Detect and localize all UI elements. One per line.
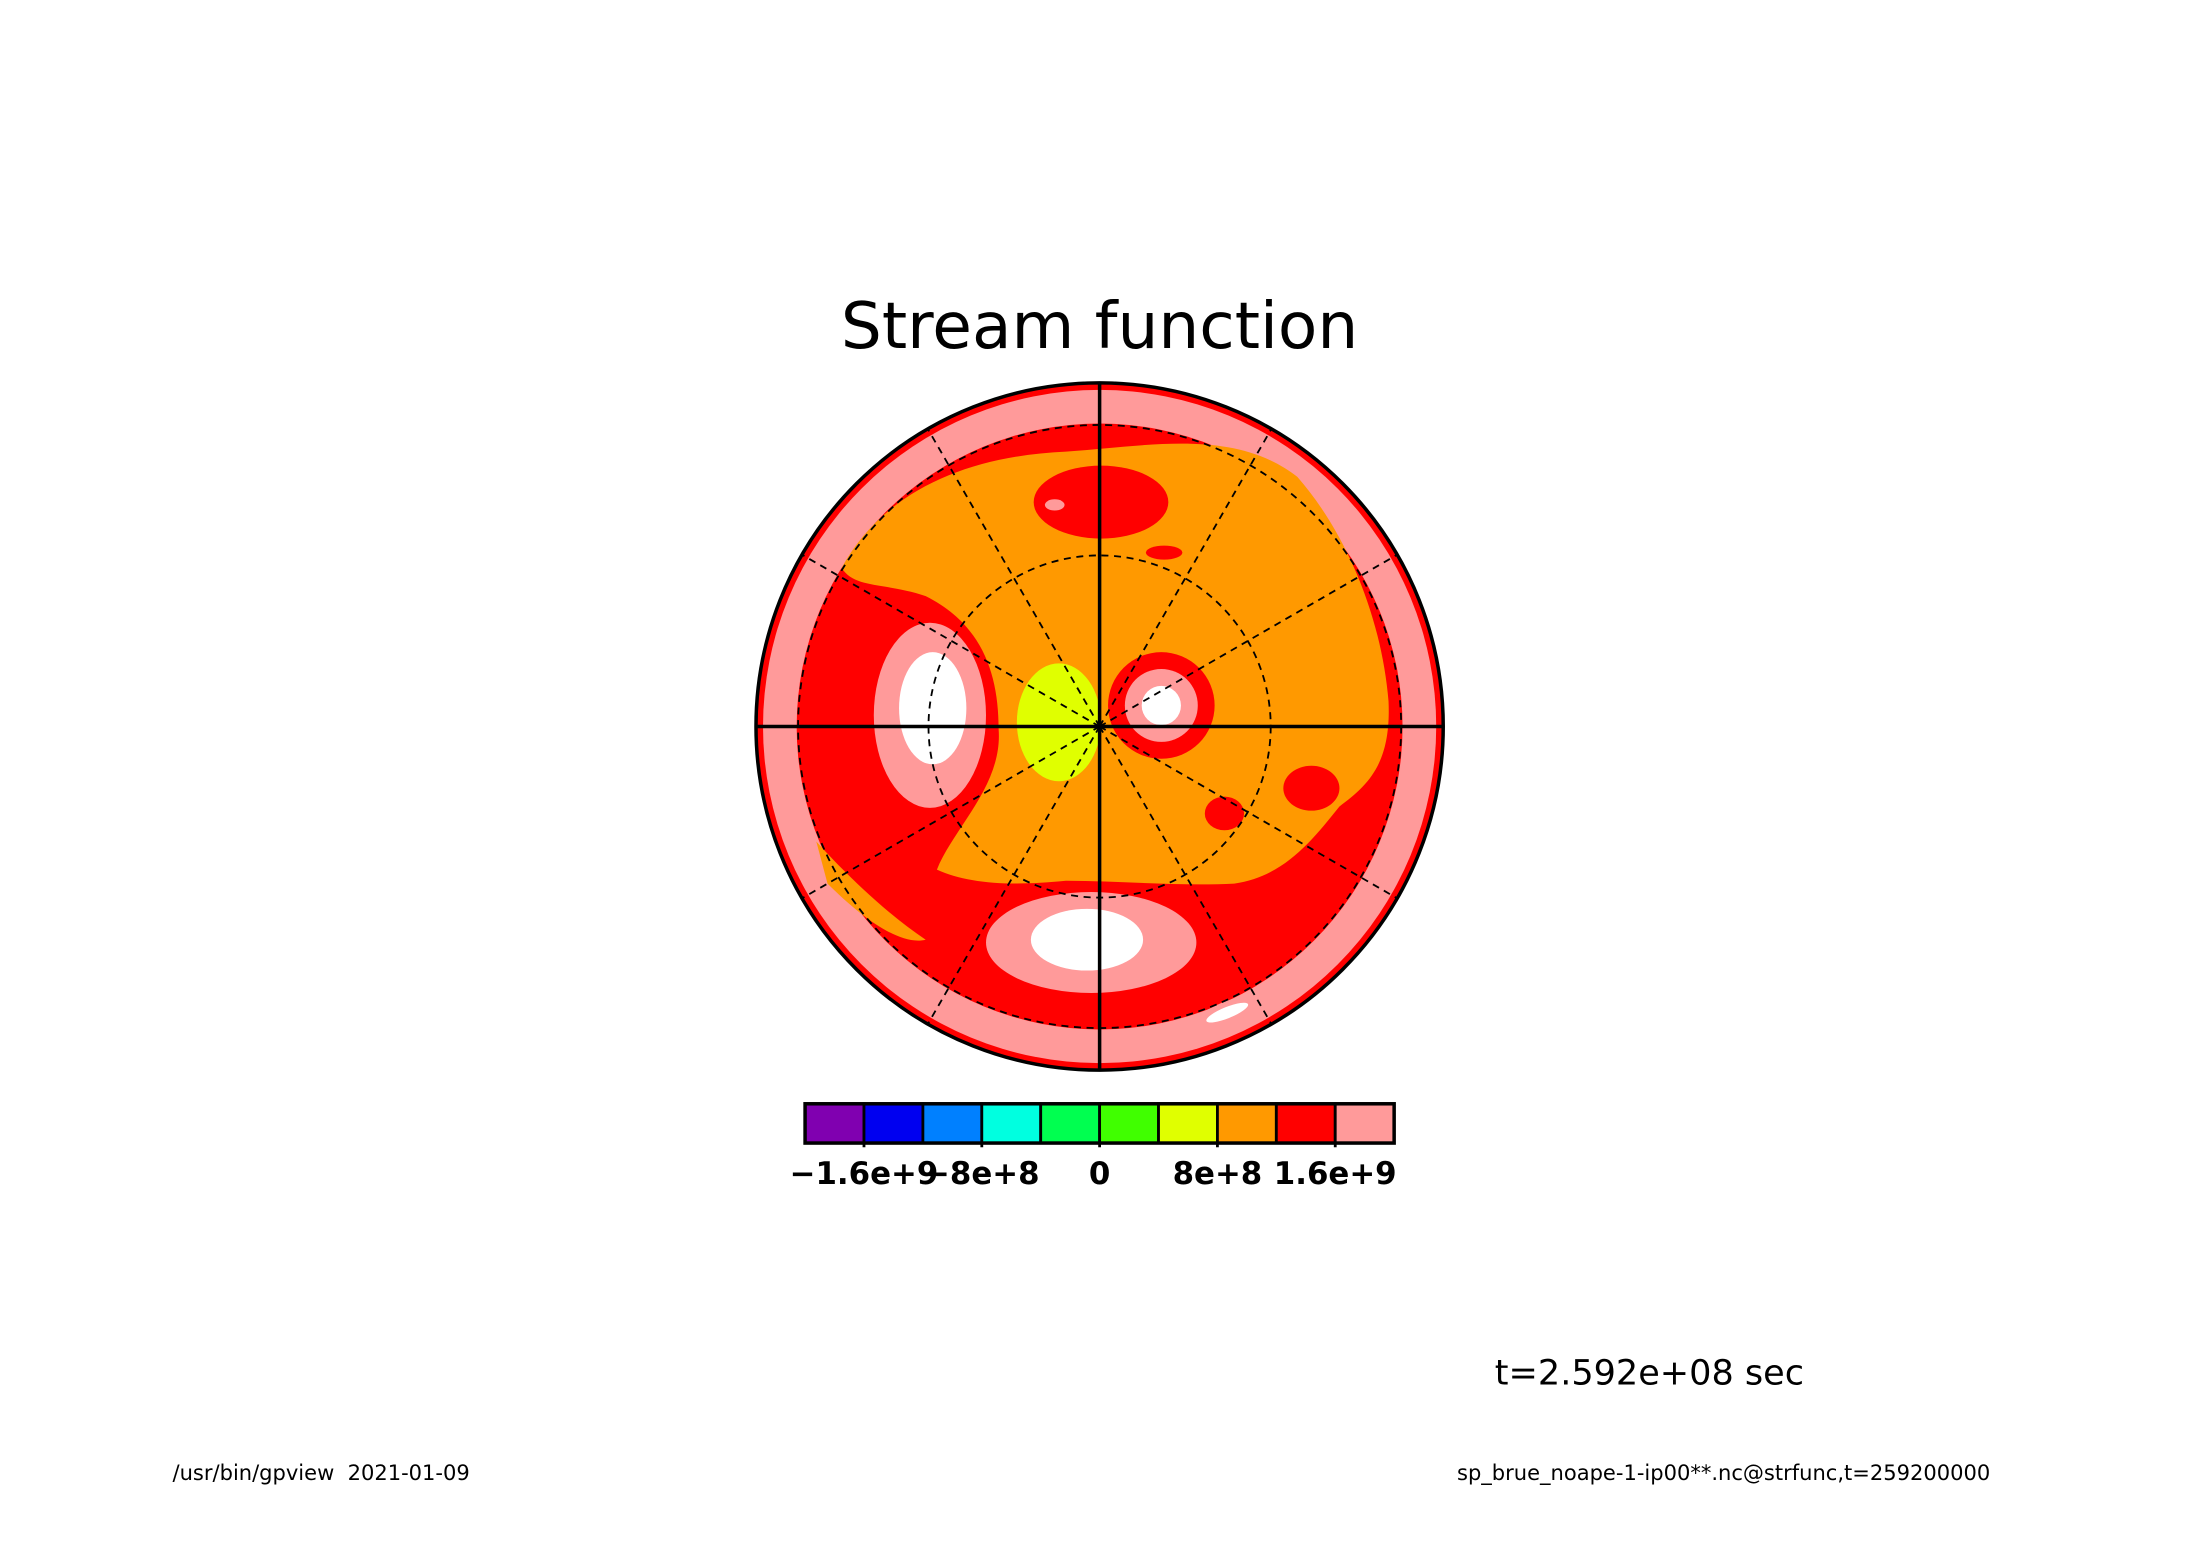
meridian — [1099, 553, 1398, 728]
meridian — [1099, 725, 1398, 900]
footer-right: sp_brue_noape-1-ip00**.nc@strfunc,t=2592… — [1457, 1460, 1990, 1485]
contour-fill — [841, 443, 1389, 885]
contour-fill — [899, 652, 967, 765]
colorbar-tick-label: −8e+8 — [924, 1156, 1040, 1192]
map-grid — [754, 381, 1445, 1072]
contour-fill — [1141, 685, 1181, 726]
meridian — [927, 726, 1101, 1025]
colorbar-box — [1216, 1102, 1278, 1145]
meridian — [927, 428, 1101, 727]
annotation: t=2.592e+08 sec — [1495, 1352, 1804, 1393]
colorbar-box — [803, 1102, 866, 1145]
colorbar-box — [1333, 1102, 1396, 1145]
colorbar-tick-label: 0 — [1089, 1156, 1110, 1192]
colorbar-box — [862, 1102, 925, 1145]
contour-fill — [1206, 1002, 1249, 1023]
colorbar-box — [1157, 1102, 1219, 1145]
meridian — [1098, 726, 1273, 1025]
colorbar-tick-label: 1.6e+9 — [1274, 1156, 1397, 1192]
meridian — [801, 725, 1101, 900]
contour-fill — [1044, 499, 1065, 511]
meridian — [801, 553, 1101, 728]
colorbar-box — [1039, 1102, 1102, 1145]
contour-field — [755, 382, 1444, 1071]
footer-left: /usr/bin/gpview 2021-01-09 — [173, 1460, 470, 1485]
contour-fill — [1145, 545, 1183, 560]
contour-fill — [1283, 765, 1340, 811]
contour-fill — [816, 841, 926, 941]
colorbar: −1.6e+9−8e+8 0 8e+8 1.6e+9 — [790, 1102, 1397, 1192]
colorbar-tick-label: −1.6e+9 — [790, 1156, 939, 1192]
contour-fill — [1204, 796, 1245, 831]
contour-fill — [1030, 908, 1144, 971]
contour-fill — [1016, 663, 1102, 782]
chart-title: Stream function — [841, 289, 1358, 364]
colorbar-box — [1098, 1102, 1160, 1145]
map-frame — [754, 381, 1445, 1072]
colorbar-box — [921, 1102, 984, 1145]
meridian — [1098, 428, 1273, 727]
colorbar-tick-label: 8e+8 — [1173, 1156, 1263, 1192]
colorbar-box — [980, 1102, 1043, 1145]
colorbar-box — [1274, 1102, 1337, 1145]
